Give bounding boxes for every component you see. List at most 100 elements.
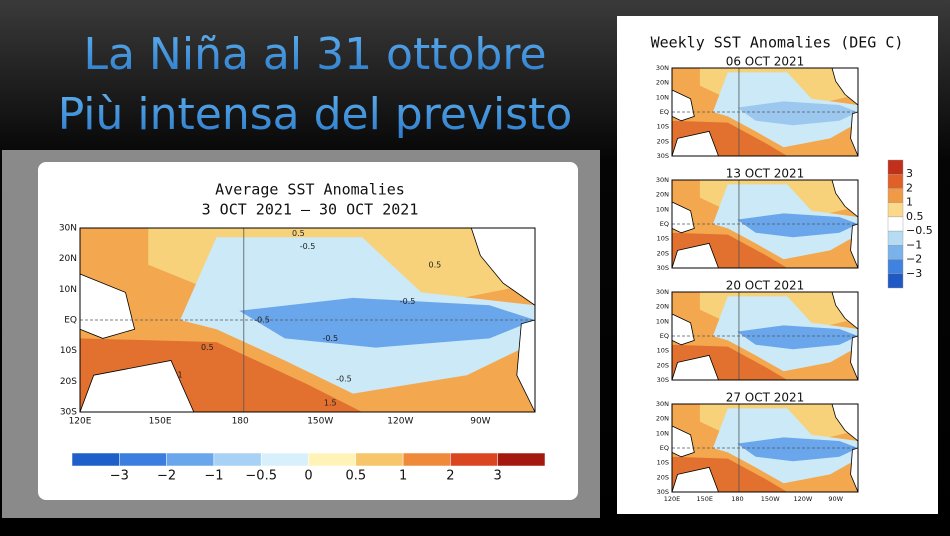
lon-label: 150W bbox=[761, 495, 780, 503]
colorbar-label: 3 bbox=[494, 469, 502, 484]
lat-label: 10N bbox=[656, 205, 669, 213]
contour-label: 1 bbox=[178, 371, 183, 380]
lon-label: 120W bbox=[387, 417, 413, 427]
cold-tongue bbox=[239, 297, 536, 348]
contour-label: -0.5 bbox=[336, 374, 352, 383]
colorbar-label: 1 bbox=[906, 196, 913, 209]
contour-label: 0.5 bbox=[292, 229, 305, 238]
weekly-title: Weekly SST Anomalies (DEG C) bbox=[651, 34, 904, 52]
lat-label: 30S bbox=[657, 376, 669, 384]
sst-map bbox=[79, 227, 536, 413]
contour-label: -0.5 bbox=[322, 334, 338, 343]
lon-label: 120W bbox=[794, 495, 813, 503]
lat-label: 20N bbox=[59, 254, 77, 264]
panel-date: 13 OCT 2021 bbox=[726, 167, 805, 181]
lat-label: 20S bbox=[657, 473, 669, 481]
lat-label: 30S bbox=[60, 408, 77, 418]
panel-date: 20 OCT 2021 bbox=[726, 279, 805, 293]
sst-map bbox=[671, 291, 859, 381]
maps: 30N 20N 10N EQ 10S 20S 30S 120E 150E 180 150W 120W 9… bbox=[59, 55, 933, 504]
lon-label: 120E bbox=[664, 495, 681, 503]
panel-date: 06 OCT 2021 bbox=[726, 55, 805, 69]
colorbar-swatch bbox=[166, 452, 215, 467]
lat-label: 30N bbox=[656, 400, 669, 408]
sst-map bbox=[671, 403, 859, 493]
lat-label: 20N bbox=[656, 191, 669, 199]
colorbar-label: −0.5 bbox=[245, 469, 277, 484]
lat-label: 10S bbox=[60, 346, 77, 356]
lat-label: 10S bbox=[657, 235, 669, 243]
colorbar-label: 3 bbox=[906, 167, 913, 180]
lat-label: 10N bbox=[656, 317, 669, 325]
lat-label: 10S bbox=[657, 123, 669, 131]
colorbar-label: 2 bbox=[446, 469, 454, 484]
lat-label: 30S bbox=[657, 264, 669, 272]
colorbar-swatch bbox=[355, 452, 404, 467]
map-border bbox=[671, 403, 859, 493]
lat-label: 30N bbox=[656, 64, 669, 72]
cold-tongue bbox=[737, 213, 858, 238]
lat-label: 30N bbox=[656, 176, 669, 184]
map-border bbox=[671, 67, 859, 157]
lat-label: 20S bbox=[657, 361, 669, 369]
lon-label: 90W bbox=[828, 495, 843, 503]
colorbar-swatch bbox=[71, 452, 120, 467]
lat-label: 30N bbox=[59, 224, 77, 234]
lon-label: 150W bbox=[307, 417, 333, 427]
colorbar-label: −2 bbox=[906, 253, 922, 266]
colorbar-swatch bbox=[260, 452, 309, 467]
colorbar-label: −3 bbox=[906, 267, 922, 280]
colorbar-swatch bbox=[887, 230, 904, 246]
colorbar-label: 1 bbox=[399, 469, 407, 484]
contour-label: 0.5 bbox=[201, 343, 214, 352]
lat-label: 20N bbox=[656, 303, 669, 311]
map-border bbox=[671, 291, 859, 381]
lat-label: 10N bbox=[656, 93, 669, 101]
map-border bbox=[79, 227, 536, 413]
lat-label: 20S bbox=[60, 377, 77, 387]
lat-label: EQ bbox=[660, 108, 669, 116]
colorbar-swatch bbox=[887, 273, 904, 289]
colorbar-label: −2 bbox=[157, 469, 176, 484]
lon-label: 180 bbox=[232, 417, 249, 427]
contour-label: 0.5 bbox=[429, 260, 442, 269]
lon-label: 180 bbox=[731, 495, 743, 503]
panel-date: 27 OCT 2021 bbox=[726, 391, 805, 405]
colorbar-label: −1 bbox=[906, 238, 922, 251]
colorbar-swatch bbox=[887, 259, 904, 274]
colorbar-label: −1 bbox=[204, 469, 223, 484]
lat-label: EQ bbox=[64, 316, 77, 326]
map-border bbox=[671, 179, 859, 269]
slide-title: La Niña al 31 ottobre bbox=[83, 29, 546, 80]
colorbar-swatch bbox=[119, 452, 167, 467]
colorbar-swatch bbox=[213, 452, 262, 467]
cold-tongue bbox=[737, 325, 858, 350]
slide-title: Più intensa del previsto bbox=[58, 89, 573, 140]
colorbar-label: 2 bbox=[906, 181, 913, 194]
colorbar-swatch bbox=[887, 216, 904, 232]
colorbar-swatch bbox=[887, 174, 904, 189]
lat-label: 10S bbox=[657, 459, 669, 467]
colorbar-label: −0.5 bbox=[906, 224, 933, 237]
contour-label: -0.5 bbox=[254, 316, 270, 325]
lat-label: EQ bbox=[660, 220, 669, 228]
lat-label: 20S bbox=[657, 137, 669, 145]
contour-label: -0.5 bbox=[400, 297, 416, 306]
map-subtitle: 3 OCT 2021 – 30 OCT 2021 bbox=[202, 201, 419, 219]
lat-label: 20N bbox=[656, 79, 669, 87]
lat-label: 20S bbox=[657, 249, 669, 257]
colorbar-label: 0.5 bbox=[906, 210, 924, 223]
colorbar-swatch bbox=[308, 452, 357, 467]
lat-label: 30N bbox=[656, 288, 669, 296]
lat-label: 30S bbox=[657, 152, 669, 160]
lon-label: 150E bbox=[149, 417, 172, 427]
contour-label: 1.5 bbox=[324, 398, 337, 407]
colorbar-label: 0 bbox=[304, 469, 312, 484]
contour-label: -0.5 bbox=[300, 242, 316, 251]
colorbar-swatch bbox=[887, 188, 904, 203]
sst-map bbox=[671, 179, 859, 269]
lat-label: EQ bbox=[660, 332, 669, 340]
lat-label: 10N bbox=[656, 429, 669, 437]
cold-tongue bbox=[737, 101, 858, 126]
